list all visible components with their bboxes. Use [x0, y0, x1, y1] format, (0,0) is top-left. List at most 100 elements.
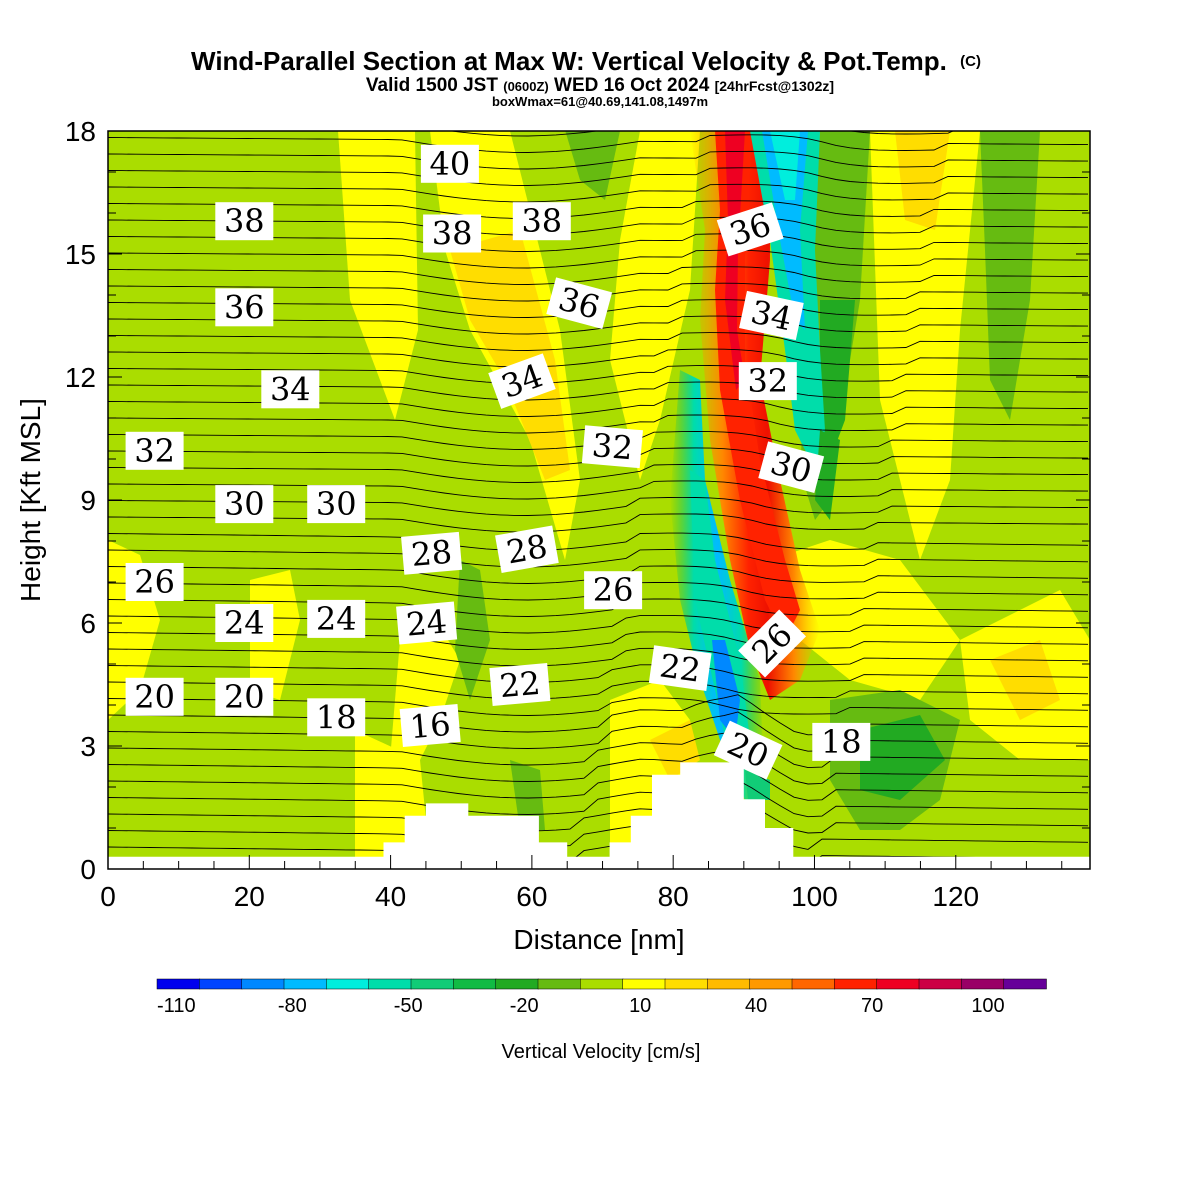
theta-contour: [108, 150, 1089, 170]
theta-label: 20: [215, 677, 274, 716]
theta-label: 30: [307, 485, 366, 524]
theta-label: 24: [307, 599, 366, 638]
subtitle-valid-fcst: [24hrFcst@1302z]: [715, 78, 834, 94]
colorbar-swatch: [1003, 978, 1047, 990]
chart-title-mark: (C): [960, 53, 981, 70]
theta-label-text: 30: [224, 485, 265, 523]
theta-label-box: [758, 441, 825, 494]
colorbar-tick-label: -110: [157, 995, 196, 1017]
theta-label-box: [215, 677, 274, 716]
theta-label-box: [489, 663, 551, 706]
theta-label: 26: [125, 563, 184, 601]
theta-contour: [108, 796, 1089, 834]
theta-label-text: 32: [590, 426, 634, 467]
theta-label-text: 26: [593, 571, 634, 609]
theta-contour: [108, 549, 1089, 568]
theta-label-text: 34: [270, 370, 311, 408]
theta-contour: [108, 348, 1089, 368]
chart-title: Wind-Parallel Section at Max W: Vertical…: [191, 46, 981, 76]
theta-label: 32: [125, 431, 184, 470]
theta-contour: [108, 183, 1089, 203]
x-tick-label: 100: [791, 881, 838, 912]
colorbar-tick-label: 70: [861, 995, 883, 1017]
theta-label-text: 32: [134, 432, 175, 470]
theta-label: 36: [215, 288, 274, 327]
colorbar-swatch: [707, 978, 751, 990]
theta-label-text: 30: [316, 485, 357, 523]
x-tick-label: 120: [932, 881, 979, 912]
y-tick-label: 6: [80, 608, 96, 639]
colorbar-label: Vertical Velocity [cm/s]: [502, 1041, 701, 1063]
theta-label-box: [307, 485, 366, 524]
theta-label: 38: [512, 202, 571, 241]
theta-label: 26: [584, 571, 643, 610]
colorbar-swatch: [453, 978, 497, 990]
theta-label-box: [739, 290, 804, 341]
colorbar-swatch: [241, 978, 285, 990]
x-tick-label: 0: [100, 881, 116, 912]
colorbar-swatch: [749, 978, 793, 990]
colorbar-swatch: [791, 978, 836, 990]
chart-subtitle: Valid 1500 JST (0600Z) WED 16 Oct 2024 […: [366, 75, 834, 96]
theta-label: 40: [420, 144, 479, 183]
theta-label-text: 36: [224, 288, 265, 326]
theta-label-box: [423, 214, 482, 253]
x-axis-label: Distance [nm]: [513, 924, 684, 955]
theta-label-box: [512, 202, 571, 241]
colorbar-tick-label: 10: [629, 995, 651, 1017]
theta-label-box: [716, 202, 784, 257]
theta-label-text: 28: [504, 527, 551, 571]
y-tick-label: 0: [80, 854, 96, 885]
theta-contour: [448, 131, 955, 137]
theta-label: 32: [738, 362, 797, 401]
colorbar-swatch: [537, 978, 582, 990]
x-tick-label: 20: [234, 881, 265, 912]
colorbar-swatch: [876, 978, 920, 990]
colorbar: [156, 978, 1047, 990]
colorbar-swatch: [368, 978, 412, 990]
theta-label-box: [420, 144, 479, 183]
theta-label-box: [401, 531, 463, 575]
theta-label-box: [396, 601, 458, 645]
terrain: [108, 762, 1090, 870]
theta-contour: [108, 779, 1089, 818]
colorbar-swatch: [410, 978, 455, 990]
theta-label-text: 24: [405, 602, 449, 643]
colorbar-swatch: [156, 978, 201, 990]
colorbar-tick-label: 40: [745, 995, 767, 1017]
colorbar-tick-label: 100: [971, 995, 1004, 1017]
theta-label-box: [215, 288, 274, 327]
theta-label-text: 18: [316, 698, 357, 736]
theta-label-text: 20: [224, 678, 265, 716]
theta-label-box: [495, 525, 559, 573]
theta-label-box: [307, 698, 366, 737]
colorbar-swatch: [834, 978, 878, 990]
theta-label-box: [648, 645, 712, 691]
theta-label-box: [584, 571, 643, 610]
theta-contour: [108, 249, 1089, 269]
theta-label-text: 34: [748, 293, 796, 339]
theta-label: 36: [546, 277, 613, 330]
theta-contour: [108, 598, 1089, 617]
theta-label: 34: [739, 290, 804, 341]
vertical-velocity-field: [108, 131, 1090, 869]
theta-label: 30: [215, 485, 274, 524]
colorbar-tick-label: -20: [510, 995, 539, 1017]
theta-label-box: [215, 202, 274, 241]
theta-contour: [108, 694, 1089, 736]
y-tick-label: 15: [65, 239, 96, 270]
x-tick-label: 60: [516, 881, 547, 912]
theta-label: 20: [125, 677, 184, 716]
colorbar-swatch: [622, 978, 666, 990]
theta-contour: [108, 532, 1089, 551]
theta-label-text: 22: [498, 664, 542, 705]
theta-contour: [108, 463, 1089, 483]
theta-label: 18: [307, 698, 366, 737]
theta-label: 34: [261, 370, 320, 409]
colorbar-ticks: -110 -80 -50 -20 10 40 70 100: [157, 995, 1005, 1017]
theta-label-text: 20: [134, 678, 175, 716]
subtitle-valid-a: Valid 1500 JST: [366, 75, 498, 96]
colorbar-tick-label: -80: [278, 995, 307, 1017]
